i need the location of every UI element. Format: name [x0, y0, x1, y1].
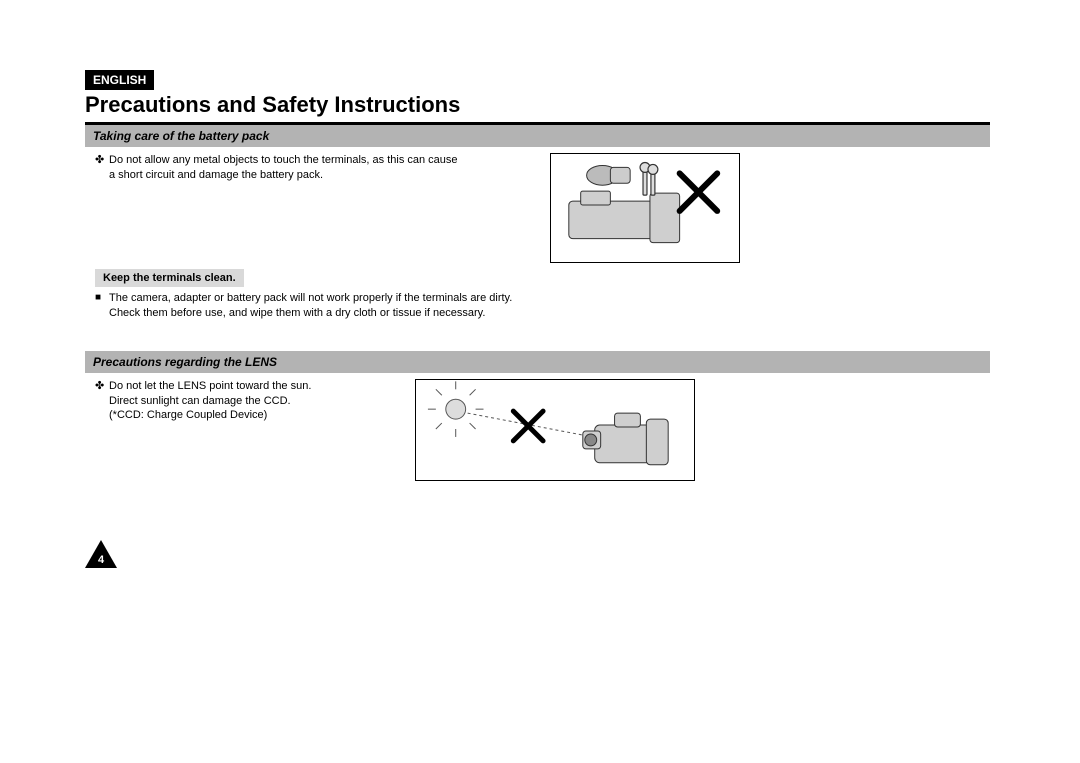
text-line: Direct sunlight can damage the CCD.	[109, 395, 291, 407]
text-line: a short circuit and damage the battery p…	[109, 169, 323, 181]
section1-bullet: ✤ Do not allow any metal objects to touc…	[95, 153, 540, 183]
sub-section-bar-terminals: Keep the terminals clean.	[95, 269, 244, 287]
text-line: Do not allow any metal objects to touch …	[109, 154, 458, 166]
page-title: Precautions and Safety Instructions	[85, 92, 990, 125]
maltese-cross-icon: ✤	[95, 379, 109, 424]
bullet-text: The camera, adapter or battery pack will…	[109, 291, 512, 321]
square-icon: ■	[95, 291, 109, 321]
section2-bullet: ✤ Do not let the LENS point toward the s…	[95, 379, 375, 424]
sub-bullet-block: ■ The camera, adapter or battery pack wi…	[85, 291, 990, 321]
section1-text: ✤ Do not allow any metal objects to touc…	[85, 153, 550, 187]
section2-row: ✤ Do not let the LENS point toward the s…	[85, 379, 990, 481]
language-tag: ENGLISH	[85, 70, 154, 90]
bullet-text: Do not let the LENS point toward the sun…	[109, 379, 311, 424]
lens-sun-svg	[416, 379, 694, 481]
maltese-cross-icon: ✤	[95, 153, 109, 183]
figure-lens-sun	[415, 379, 695, 481]
section-bar-lens: Precautions regarding the LENS	[85, 351, 990, 373]
section-bar-battery: Taking care of the battery pack	[85, 125, 990, 147]
text-line: (*CCD: Charge Coupled Device)	[109, 409, 267, 421]
sub-bullet-item: ■ The camera, adapter or battery pack wi…	[95, 291, 990, 321]
page-number: 4	[85, 554, 117, 566]
camcorder-keys-svg	[551, 153, 739, 263]
manual-page: ENGLISH Precautions and Safety Instructi…	[0, 0, 1080, 763]
text-line: Do not let the LENS point toward the sun…	[109, 380, 311, 392]
figure-battery-keys	[550, 153, 740, 263]
section1-row: ✤ Do not allow any metal objects to touc…	[85, 153, 990, 263]
section2-text: ✤ Do not let the LENS point toward the s…	[85, 379, 385, 428]
text-line: The camera, adapter or battery pack will…	[109, 292, 512, 304]
bullet-text: Do not allow any metal objects to touch …	[109, 153, 458, 183]
text-line: Check them before use, and wipe them wit…	[109, 307, 485, 319]
